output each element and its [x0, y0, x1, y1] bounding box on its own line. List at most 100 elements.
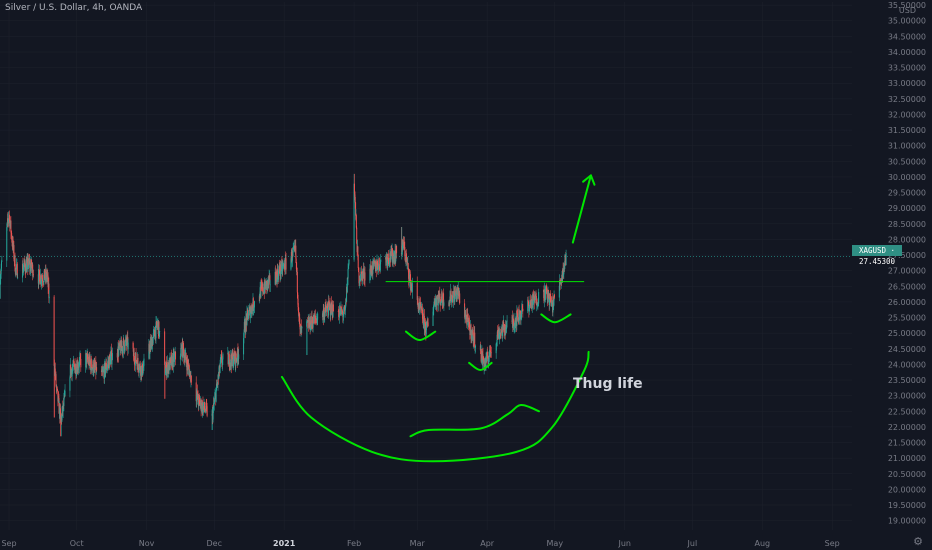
- candle-body: [372, 273, 374, 275]
- big-smile-drawing[interactable]: [280, 350, 590, 463]
- candle-body: [285, 257, 287, 259]
- candle-body: [230, 354, 232, 361]
- candle-body: [123, 339, 125, 346]
- candle-body: [26, 262, 28, 272]
- candle-body: [1, 260, 3, 262]
- candle-body: [111, 350, 113, 365]
- candle-body: [282, 264, 284, 266]
- y-tick-label: 19.00000: [888, 517, 926, 526]
- small-smile-drawing[interactable]: [409, 404, 541, 438]
- candle-body: [73, 363, 75, 367]
- candle-body: [13, 245, 15, 259]
- candle-body: [434, 301, 436, 305]
- arrow-up-icon[interactable]: [571, 174, 592, 244]
- candle-body: [348, 259, 350, 266]
- y-tick-label: 24.50000: [888, 345, 926, 354]
- candle-body: [280, 271, 282, 275]
- y-tick-label: 25.50000: [888, 314, 926, 323]
- candle-body: [472, 329, 474, 344]
- candle-body: [387, 253, 389, 260]
- candle-body: [269, 275, 271, 286]
- candle-body: [360, 271, 362, 280]
- candle-body: [229, 362, 231, 368]
- candle-body: [549, 293, 551, 297]
- candle-body: [105, 369, 107, 374]
- y-tick-label: 24.00000: [888, 360, 926, 369]
- candle-body: [171, 355, 173, 357]
- candle-body: [553, 294, 555, 298]
- candle-body: [422, 318, 424, 321]
- candle-body: [537, 304, 539, 306]
- candle-body: [388, 261, 390, 264]
- candle-body: [500, 330, 502, 335]
- candle-body: [238, 354, 240, 359]
- candle-body: [282, 265, 284, 271]
- y-tick-label: 27.50000: [888, 251, 926, 260]
- smile-right-drawing[interactable]: [540, 313, 572, 324]
- y-tick-label: 33.50000: [888, 64, 926, 73]
- candle-body: [347, 265, 349, 269]
- candle-body: [103, 363, 105, 379]
- candle-body: [506, 321, 508, 329]
- candle-body: [440, 301, 442, 305]
- candle-body: [73, 360, 75, 363]
- candle-body: [251, 305, 253, 308]
- candle-body: [275, 271, 277, 281]
- candle-body: [473, 336, 475, 344]
- candle-body: [486, 353, 488, 362]
- candle-body: [204, 410, 206, 412]
- candle-body: [467, 315, 469, 320]
- candle-body: [392, 259, 394, 263]
- candle-body: [452, 295, 454, 303]
- candle-body: [439, 293, 441, 297]
- candle-body: [44, 269, 46, 280]
- candle-body: [317, 313, 319, 320]
- candle-body: [41, 278, 43, 282]
- candle-body: [409, 274, 411, 291]
- candle-body: [156, 321, 158, 326]
- candle-body: [316, 319, 318, 324]
- candle-body: [248, 307, 250, 310]
- candle-body: [325, 305, 327, 311]
- candle-body: [470, 324, 472, 339]
- candle-body: [504, 327, 506, 333]
- candle-body: [516, 310, 518, 326]
- time-axis[interactable]: Sep Oct Nov Dec 2021 Feb Mar Apr May Jun Jul Aug Sep: [1, 539, 839, 548]
- candle-body: [110, 352, 112, 357]
- candle-body: [219, 367, 221, 373]
- candle-body: [196, 394, 198, 402]
- candle-body: [395, 253, 397, 262]
- candle-body: [346, 277, 348, 293]
- y-tick-label: 35.00000: [888, 17, 926, 26]
- candle-body: [142, 367, 144, 374]
- candle-body: [357, 246, 359, 255]
- candle-body: [380, 259, 382, 262]
- candle-body: [212, 408, 214, 420]
- candle-body: [402, 239, 404, 245]
- candle-body: [164, 364, 166, 375]
- annotation-text[interactable]: Thug life: [573, 376, 643, 392]
- candle-body: [23, 267, 25, 270]
- candle-body: [552, 302, 554, 313]
- candle-body: [6, 227, 8, 261]
- candle-body: [39, 275, 41, 285]
- candle-body: [328, 301, 330, 316]
- candle-body: [205, 403, 207, 406]
- candle-body: [235, 353, 237, 366]
- candle-body: [183, 349, 185, 358]
- smile-center-drawing[interactable]: [468, 361, 493, 372]
- gear-icon[interactable]: ⚙: [913, 535, 923, 548]
- candle-body: [377, 269, 379, 271]
- y-tick-label: 29.50000: [888, 189, 926, 198]
- candle-body: [467, 314, 469, 316]
- candle-body: [563, 265, 565, 275]
- candle-body: [295, 245, 297, 259]
- candle-body: [516, 310, 518, 314]
- smile-left-drawing[interactable]: [404, 330, 437, 342]
- candle-body: [126, 338, 128, 345]
- x-tick-label: Sep: [825, 539, 840, 548]
- candle-body: [116, 353, 118, 358]
- candle-body: [402, 245, 404, 251]
